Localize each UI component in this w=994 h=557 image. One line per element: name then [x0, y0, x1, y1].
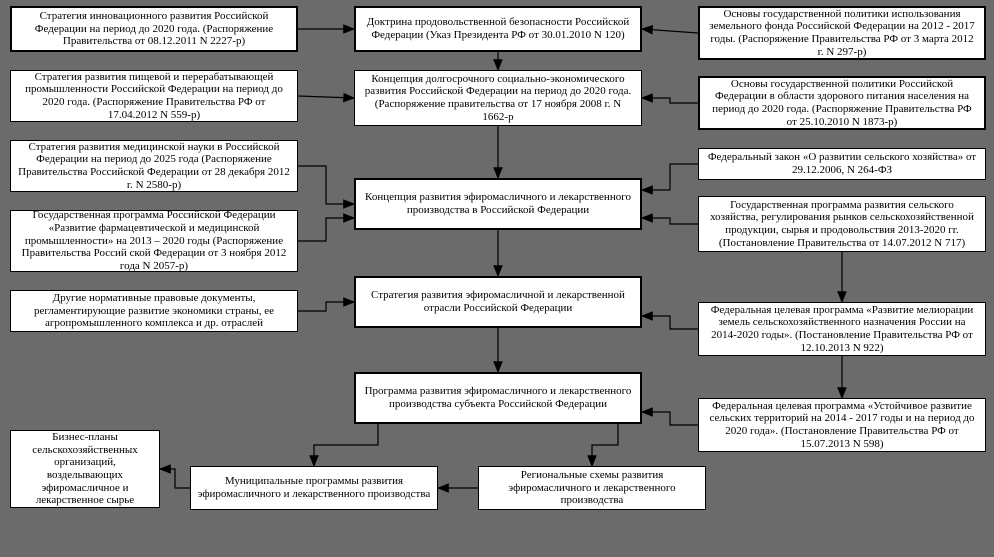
node-label: Федеральная целевая программа «Устойчиво… [705, 400, 979, 451]
node-label: Доктрина продовольственной безопасности … [362, 16, 634, 41]
node-label: Концепция долгосрочного социально-эконом… [361, 73, 635, 124]
node-label: Государственная программа развития сельс… [705, 199, 979, 250]
node-l3: Стратегия развития медицинской науки в Р… [10, 140, 298, 192]
node-c1: Доктрина продовольственной безопасности … [354, 6, 642, 52]
node-r3: Федеральный закон «О развитии сельского … [698, 148, 986, 180]
node-label: Муниципальные программы развития эфирома… [197, 475, 431, 500]
edge-r3-to-c3 [642, 164, 698, 190]
node-c4: Стратегия развития эфиромасличной и лека… [354, 276, 642, 328]
node-r4: Государственная программа развития сельс… [698, 196, 986, 252]
edge-c5-to-c7 [592, 424, 618, 466]
node-label: Федеральный закон «О развитии сельского … [705, 151, 979, 176]
edge-l4-to-c3 [298, 218, 354, 241]
edge-r5-to-c4 [642, 316, 698, 329]
node-c5: Программа развития эфиромасличного и лек… [354, 372, 642, 424]
node-l6: Бизнес-планы сельскохозяйственных органи… [10, 430, 160, 508]
node-label: Бизнес-планы сельскохозяйственных органи… [17, 431, 153, 507]
node-label: Основы государственной политики Российск… [706, 78, 978, 129]
node-label: Стратегия развития пищевой и перерабатыв… [17, 71, 291, 122]
edge-c5-to-c6 [314, 424, 378, 466]
edge-r6-to-c5 [642, 412, 698, 425]
edge-r2-to-c2 [642, 98, 698, 103]
node-r2: Основы государственной политики Российск… [698, 76, 986, 130]
node-label: Федеральная целевая программа «Развитие … [705, 304, 979, 355]
edge-l3-to-c3 [298, 166, 354, 204]
node-l5: Другие нормативные правовые документы, р… [10, 290, 298, 332]
node-l1: Стратегия инновационного развития Россий… [10, 6, 298, 52]
edge-r4-to-c3 [642, 218, 698, 224]
node-label: Концепция развития эфиромасличного и лек… [362, 191, 634, 216]
node-r5: Федеральная целевая программа «Развитие … [698, 302, 986, 356]
node-label: Государственная программа Российской Фед… [17, 209, 291, 272]
edge-l5-to-c4 [298, 302, 354, 311]
node-r1: Основы государственной политики использо… [698, 6, 986, 60]
node-label: Основы государственной политики использо… [706, 8, 978, 59]
node-c7: Региональные схемы развития эфиромасличн… [478, 466, 706, 510]
edge-r1-to-c1 [642, 29, 698, 33]
node-label: Стратегия развития медицинской науки в Р… [17, 141, 291, 192]
node-l2: Стратегия развития пищевой и перерабатыв… [10, 70, 298, 122]
node-r6: Федеральная целевая программа «Устойчиво… [698, 398, 986, 452]
edge-c6-to-l6 [160, 469, 190, 488]
node-l4: Государственная программа Российской Фед… [10, 210, 298, 272]
edge-l2-to-c2 [298, 96, 354, 98]
node-label: Региональные схемы развития эфиромасличн… [485, 469, 699, 507]
node-label: Программа развития эфиромасличного и лек… [362, 385, 634, 410]
node-label: Стратегия развития эфиромасличной и лека… [362, 289, 634, 314]
node-c3: Концепция развития эфиромасличного и лек… [354, 178, 642, 230]
node-c2: Концепция долгосрочного социально-эконом… [354, 70, 642, 126]
node-label: Стратегия инновационного развития Россий… [18, 10, 290, 48]
node-label: Другие нормативные правовые документы, р… [17, 292, 291, 330]
node-c6: Муниципальные программы развития эфирома… [190, 466, 438, 510]
